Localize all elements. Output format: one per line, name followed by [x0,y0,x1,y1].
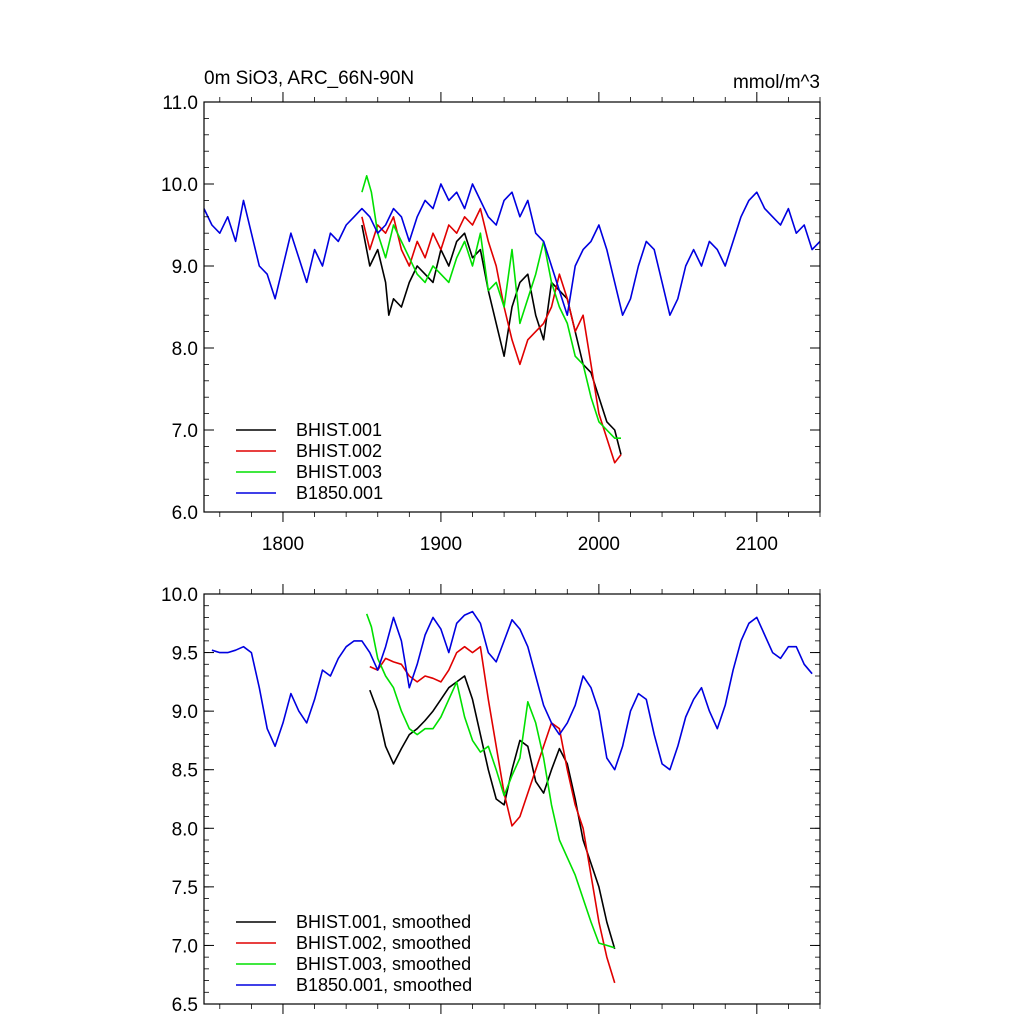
top-ytick-label: 6.0 [172,503,198,524]
top-xtick-label: 2100 [736,534,778,555]
top-ytick-label: 8.0 [172,339,198,360]
bottom-legend-label-1: BHIST.002, smoothed [296,933,471,953]
bottom-legend-label-0: BHIST.001, smoothed [296,912,471,932]
bottom-ytick-label: 8.5 [172,761,198,782]
top-ytick-label: 7.0 [172,421,198,442]
bottom-ytick-label: 10.0 [161,585,198,606]
top-xtick-label: 1900 [420,534,462,555]
bottom-ytick-label: 9.5 [172,644,198,665]
top-legend-label-3: B1850.001 [296,483,383,503]
bottom-legend-label-2: BHIST.003, smoothed [296,954,471,974]
top-ytick-label: 10.0 [161,175,198,196]
top-series-line-2 [361,175,621,440]
top-ytick-label: 9.0 [172,257,198,278]
bottom-legend-label-3: B1850.001, smoothed [296,975,472,995]
bottom-series-layer [211,610,813,984]
top-legend-label-0: BHIST.001 [296,420,382,440]
bottom-series-line-0 [369,675,616,950]
top-legend-label-2: BHIST.003 [296,462,382,482]
top-series-line-3 [203,183,821,317]
bottom-ytick-label: 7.0 [172,936,198,957]
top-plot-frame [203,101,821,513]
bottom-ytick-label: 7.5 [172,878,198,899]
top-xtick-label: 2000 [578,534,620,555]
top-series-line-1 [361,207,622,464]
bottom-plot-frame [203,593,821,1005]
top-panel-title: 0m SiO3, ARC_66N-90N [204,68,414,89]
bottom-series-line-3 [211,610,813,771]
top-xtick-label: 1800 [262,534,304,555]
bottom-ytick-label: 9.0 [172,702,198,723]
top-tick-layer: 6.0 7.0 8.0 9.0 10.0 11.0 1800 1900 2000 2100 [161,92,821,555]
bottom-series-line-2 [365,613,615,949]
top-legend-label-1: BHIST.002 [296,441,382,461]
bottom-series-line-1 [369,645,616,984]
bottom-ytick-label: 8.0 [172,819,198,840]
top-series-layer [203,175,821,464]
top-panel: 0m SiO3, ARC_66N-90N mmol/m^3 6.0 7.0 8.0 9… [161,68,821,555]
bottom-panel: 6.5 7.0 7.5 8.0 8.5 9.0 9.5 10.0 BHIST.001, smo… [161,584,821,1016]
bottom-ytick-label: 6.5 [172,995,198,1016]
top-panel-units: mmol/m^3 [733,72,820,93]
bottom-tick-layer: 6.5 7.0 7.5 8.0 8.5 9.0 9.5 10.0 [161,584,821,1016]
top-ytick-label: 11.0 [162,93,198,114]
